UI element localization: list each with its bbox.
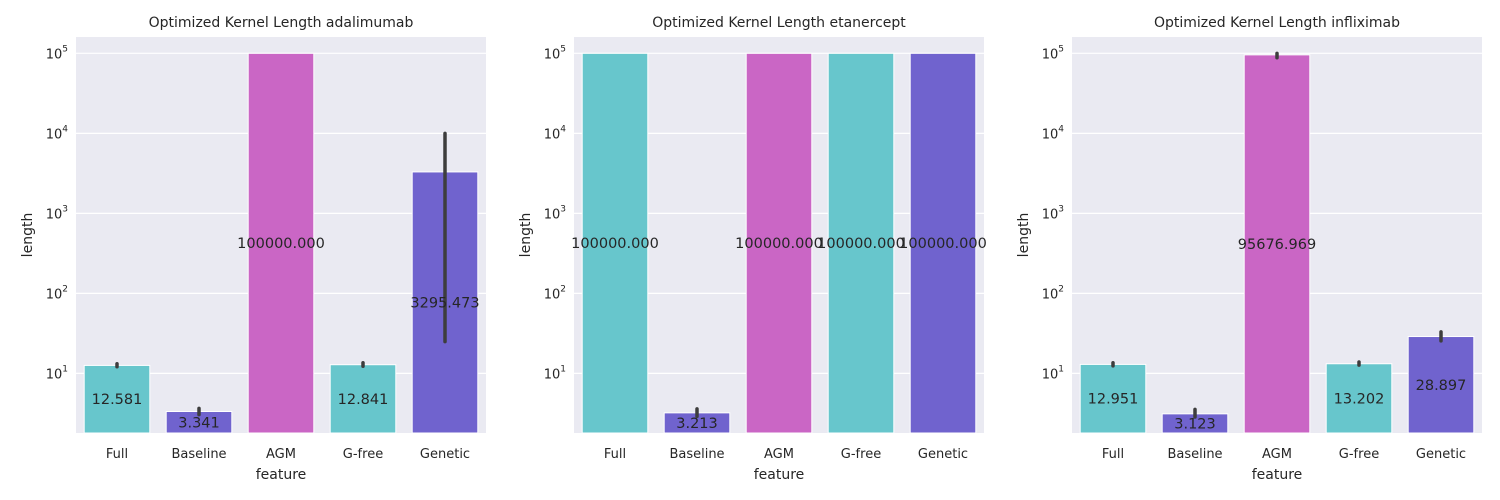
y-tick-base: 10 — [544, 207, 561, 222]
bar-value-label: 100000.000 — [899, 236, 987, 252]
bar-full — [83, 364, 151, 434]
x-axis-label: feature — [1252, 467, 1303, 483]
bar-value-label: 100000.000 — [735, 236, 823, 252]
bar-value-label: 12.841 — [338, 392, 389, 408]
x-tick-label: Baseline — [171, 447, 226, 462]
x-tick-label: Full — [1102, 447, 1124, 462]
bar-value-label: 28.897 — [1416, 378, 1467, 394]
y-tick-base: 10 — [1042, 287, 1059, 302]
x-tick-label: Baseline — [669, 447, 724, 462]
y-tick-label: 105 — [544, 44, 566, 62]
y-tick-base: 10 — [46, 287, 63, 302]
y-tick-base: 10 — [544, 367, 561, 382]
y-tick-exponent: 1 — [62, 364, 68, 374]
bar-agm — [745, 52, 813, 434]
y-tick-base: 10 — [46, 207, 63, 222]
y-tick-label: 104 — [1042, 124, 1065, 142]
bar-value-label: 12.951 — [1088, 392, 1139, 408]
x-axis-label: feature — [754, 467, 805, 483]
y-tick-label: 101 — [544, 364, 566, 382]
y-tick-base: 10 — [46, 127, 63, 142]
y-tick-label: 104 — [544, 124, 567, 142]
bar-value-label: 100000.000 — [237, 236, 325, 252]
bar-value-label: 100000.000 — [817, 236, 905, 252]
y-tick-label: 103 — [1042, 204, 1064, 222]
y-tick-label: 105 — [46, 44, 68, 62]
y-tick-exponent: 5 — [1058, 44, 1064, 54]
y-tick-label: 103 — [46, 204, 68, 222]
bar-g-free — [827, 52, 895, 434]
bar-value-label: 95676.969 — [1238, 237, 1316, 253]
y-tick-exponent: 3 — [1058, 204, 1064, 214]
chart-title: Optimized Kernel Length infliximab — [1154, 15, 1400, 31]
bar-genetic — [909, 52, 977, 434]
x-tick-label: AGM — [764, 447, 794, 462]
y-tick-exponent: 5 — [560, 44, 566, 54]
x-tick-label: G-free — [343, 447, 383, 462]
y-tick-exponent: 2 — [560, 284, 566, 294]
bar-full — [581, 52, 649, 434]
y-axis-label: length — [20, 213, 36, 258]
x-tick-label: AGM — [1262, 447, 1292, 462]
bar-agm — [1243, 54, 1311, 434]
chart-panel-2: 101102103104105100000.000Full3.213Baseli… — [518, 15, 987, 483]
bar-g-free — [1325, 363, 1393, 434]
bar-agm — [247, 52, 315, 434]
y-tick-base: 10 — [1042, 127, 1059, 142]
x-tick-label: Full — [604, 447, 626, 462]
y-tick-label: 101 — [1042, 364, 1064, 382]
y-tick-label: 102 — [544, 284, 566, 302]
y-tick-base: 10 — [46, 367, 63, 382]
bar-value-label: 3.213 — [676, 416, 718, 432]
bar-value-label: 13.202 — [1334, 391, 1385, 407]
y-tick-exponent: 3 — [560, 204, 566, 214]
chart-panel-3: 10110210310410512.951Full3.123Baseline95… — [1016, 15, 1482, 483]
bar-value-label: 12.581 — [92, 392, 143, 408]
y-tick-base: 10 — [544, 47, 561, 62]
y-tick-exponent: 1 — [560, 364, 566, 374]
y-tick-label: 101 — [46, 364, 68, 382]
y-axis-label: length — [1016, 213, 1032, 258]
y-tick-exponent: 2 — [1058, 284, 1064, 294]
x-axis-label: feature — [256, 467, 307, 483]
x-tick-label: AGM — [266, 447, 296, 462]
chart-title: Optimized Kernel Length adalimumab — [149, 15, 414, 31]
y-tick-exponent: 2 — [62, 284, 68, 294]
y-axis-label: length — [518, 213, 534, 258]
y-tick-base: 10 — [1042, 207, 1059, 222]
y-tick-exponent: 4 — [1058, 124, 1064, 134]
y-tick-exponent: 4 — [560, 124, 566, 134]
bar-value-label: 3.123 — [1174, 416, 1216, 432]
y-tick-base: 10 — [46, 47, 63, 62]
chart-title: Optimized Kernel Length etanercept — [652, 15, 906, 31]
x-tick-label: Genetic — [1416, 447, 1466, 462]
bar-full — [1079, 363, 1147, 434]
y-tick-base: 10 — [544, 127, 561, 142]
y-tick-label: 102 — [46, 284, 68, 302]
y-tick-base: 10 — [1042, 47, 1059, 62]
y-tick-base: 10 — [544, 287, 561, 302]
y-tick-base: 10 — [1042, 367, 1059, 382]
x-tick-label: Genetic — [918, 447, 968, 462]
y-tick-label: 105 — [1042, 44, 1064, 62]
y-tick-exponent: 1 — [1058, 364, 1064, 374]
bar-g-free — [329, 364, 397, 434]
x-tick-label: G-free — [1339, 447, 1379, 462]
bar-value-label: 3.341 — [178, 415, 220, 431]
y-tick-label: 104 — [46, 124, 69, 142]
x-tick-label: G-free — [841, 447, 881, 462]
x-tick-label: Full — [106, 447, 128, 462]
x-tick-label: Genetic — [420, 447, 470, 462]
chart-panel-1: 10110210310410512.581Full3.341Baseline10… — [20, 15, 486, 483]
x-tick-label: Baseline — [1167, 447, 1222, 462]
bar-value-label: 100000.000 — [571, 236, 659, 252]
y-tick-label: 103 — [544, 204, 566, 222]
bar-value-label: 3295.473 — [410, 295, 479, 311]
y-tick-exponent: 4 — [62, 124, 68, 134]
y-tick-label: 102 — [1042, 284, 1064, 302]
y-tick-exponent: 5 — [62, 44, 68, 54]
y-tick-exponent: 3 — [62, 204, 68, 214]
